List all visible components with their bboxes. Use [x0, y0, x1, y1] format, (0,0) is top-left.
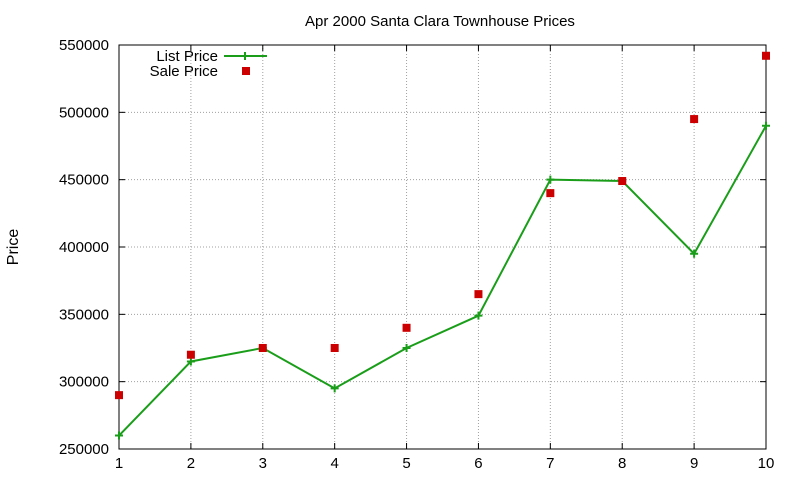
sale-price-point: [258, 344, 267, 352]
list-price-point: [186, 357, 195, 366]
list-price-point: [546, 175, 555, 184]
x-tick-label: 8: [618, 455, 626, 472]
legend-label: Sale Price: [150, 63, 218, 80]
y-axis-title: Price: [5, 229, 22, 266]
sale-price-point: [115, 391, 123, 400]
series-sale-price: [115, 51, 770, 400]
x-tick-label: 10: [758, 455, 775, 472]
sale-price-point: [186, 350, 195, 359]
y-tick-label: 300000: [59, 374, 109, 391]
x-tick-label: 7: [546, 455, 554, 472]
tick-labels: 1 2 3 4 5 6 7 8 9 10 250000 300000 350000 400000 45000…: [59, 37, 774, 472]
list-price-point: [115, 431, 123, 440]
x-tick-label: 5: [402, 455, 410, 472]
y-tick-label: 250000: [59, 441, 109, 458]
sale-price-point: [690, 115, 699, 124]
x-tick-label: 9: [690, 455, 698, 472]
axes: [118, 44, 767, 450]
list-price-point: [402, 344, 411, 352]
series-list-price: [115, 121, 770, 440]
x-tick-label: 1: [115, 455, 123, 472]
sale-price-point: [546, 189, 555, 198]
list-price-point: [474, 311, 483, 320]
legend-label: List Price: [156, 48, 218, 65]
y-tick-label: 550000: [59, 37, 109, 54]
x-tick-label: 2: [187, 455, 195, 472]
list-price-point: [690, 249, 699, 258]
x-tick-label: 3: [259, 455, 267, 472]
sale-price-point: [762, 51, 770, 60]
y-tick-label: 400000: [59, 239, 109, 256]
legend-plus-swatch: [241, 52, 249, 60]
list-price-point: [330, 384, 339, 393]
x-tick-label: 4: [330, 455, 338, 472]
grid-lines: [119, 45, 766, 449]
sale-price-point: [402, 323, 411, 332]
sale-price-point: [330, 344, 339, 352]
x-tick-label: 6: [474, 455, 482, 472]
y-tick-label: 450000: [59, 172, 109, 189]
list-price-line: [118, 125, 767, 437]
y-tick-label: 350000: [59, 306, 109, 323]
list-price-point: [762, 121, 770, 130]
sale-price-point: [618, 177, 627, 186]
y-tick-label: 500000: [59, 104, 109, 121]
legend-square-swatch: [242, 67, 250, 75]
sale-price-point: [474, 290, 483, 299]
series-layer: [115, 51, 770, 440]
chart-title: Apr 2000 Santa Clara Townhouse Prices: [305, 13, 575, 30]
